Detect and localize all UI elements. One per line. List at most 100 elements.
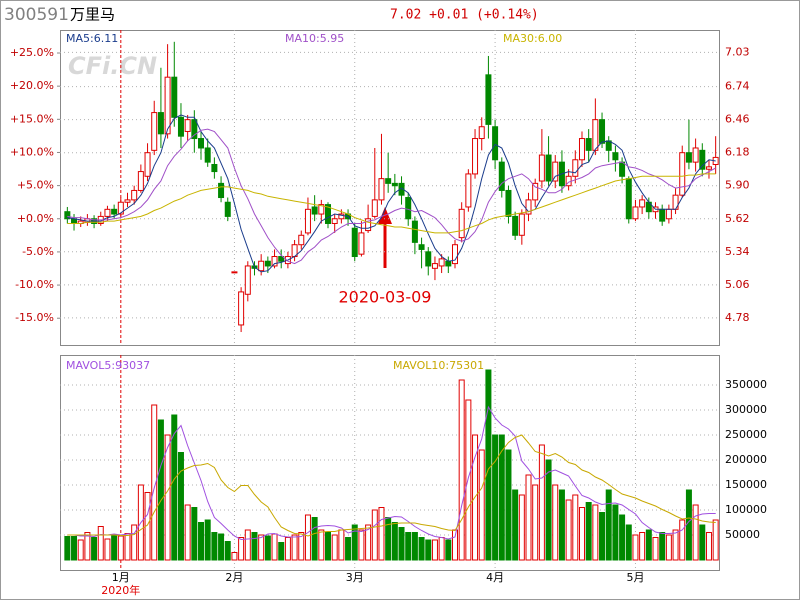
percent-tick-label: +15.0% xyxy=(10,112,54,125)
volume-bar xyxy=(345,537,352,561)
candle-body xyxy=(64,211,71,220)
candle-body xyxy=(171,76,178,118)
volume-bar xyxy=(585,502,592,561)
volume-bar xyxy=(351,524,358,561)
volume-bar xyxy=(391,522,398,561)
volume-bar xyxy=(331,534,338,561)
candle-body xyxy=(659,208,666,222)
volume-bar xyxy=(712,519,719,561)
candle-body xyxy=(572,159,579,177)
candle-body xyxy=(391,182,398,187)
volume-tick-label: 50000 xyxy=(725,528,760,541)
volume-bar xyxy=(659,532,666,561)
volume-bar xyxy=(398,527,405,561)
volume-bar xyxy=(104,538,111,561)
volume-bar xyxy=(492,434,499,561)
candle-body xyxy=(198,138,205,149)
percent-tick-label: +5.0% xyxy=(17,179,54,192)
volume-bar xyxy=(64,536,71,561)
candle-body xyxy=(478,126,485,140)
candle-body xyxy=(151,112,158,151)
candle-body xyxy=(418,244,425,250)
volume-bar xyxy=(71,536,78,561)
candle-body xyxy=(699,149,706,170)
volume-bar xyxy=(451,529,458,561)
candle-body xyxy=(117,201,124,215)
volume-bar xyxy=(445,539,452,561)
volume-bar xyxy=(198,522,205,561)
candle-body xyxy=(325,204,332,224)
candle-body xyxy=(632,206,639,220)
candle-body xyxy=(485,74,492,125)
candle-body xyxy=(405,197,412,220)
volume-bar xyxy=(418,537,425,561)
candle-body xyxy=(338,213,345,220)
price-tick-label: 5.62 xyxy=(725,212,750,225)
candle-body xyxy=(585,138,592,151)
volume-bar xyxy=(84,532,91,561)
candle-body xyxy=(271,256,278,267)
candle-body xyxy=(538,154,545,182)
candle-body xyxy=(311,206,318,215)
candle-body xyxy=(164,76,171,135)
candle-body xyxy=(592,119,599,151)
volume-bar xyxy=(645,529,652,561)
volume-bar xyxy=(625,524,632,561)
volume-bar xyxy=(485,369,492,561)
volume-bar xyxy=(97,526,104,561)
candle-body xyxy=(525,199,532,215)
volume-bar xyxy=(679,519,686,561)
volume-bar xyxy=(465,399,472,561)
volume-tick-label: 250000 xyxy=(725,428,767,441)
price-tick-label: 4.78 xyxy=(725,311,750,324)
volume-bar xyxy=(271,533,278,561)
candle-body xyxy=(124,199,131,203)
price-tick-label: 6.46 xyxy=(725,113,750,126)
volume-bar xyxy=(164,434,171,561)
volume-bar xyxy=(619,514,626,561)
price-panel xyxy=(60,30,720,346)
volume-bar xyxy=(117,535,124,561)
candle-body xyxy=(685,152,692,163)
volume-bar xyxy=(131,524,138,561)
volume-bar xyxy=(558,489,565,561)
volume-bar xyxy=(505,449,512,561)
price-tick-label: 5.06 xyxy=(725,278,750,291)
volume-tick-label: 100000 xyxy=(725,503,767,516)
volume-bar xyxy=(77,539,84,561)
volume-bar xyxy=(411,532,418,561)
candle-body xyxy=(157,112,164,135)
volume-bar xyxy=(525,474,532,561)
percent-tick-label: -15.0% xyxy=(15,311,54,324)
volume-bar xyxy=(552,484,559,561)
volume-bar xyxy=(338,529,345,561)
volume-bar xyxy=(211,532,218,561)
candle-body xyxy=(224,201,231,217)
volume-bar xyxy=(278,542,285,561)
candle-body xyxy=(465,173,472,208)
candle-body xyxy=(304,208,311,234)
volume-bar xyxy=(284,537,291,561)
volume-bar xyxy=(532,484,539,561)
candle-body xyxy=(411,220,418,243)
volume-bar xyxy=(244,529,251,561)
candle-body xyxy=(512,215,519,236)
candle-body xyxy=(264,260,271,267)
volume-bar xyxy=(705,532,712,561)
volume-bar xyxy=(692,504,699,561)
candle-body xyxy=(378,178,385,201)
ma-line xyxy=(67,434,716,537)
candle-body xyxy=(278,256,285,262)
candle-body xyxy=(619,161,626,177)
volume-bar xyxy=(512,489,519,561)
volume-tick-label: 350000 xyxy=(725,378,767,391)
candle-body xyxy=(578,138,585,161)
candle-body xyxy=(204,147,211,163)
volume-bar xyxy=(264,535,271,561)
candle-body xyxy=(298,234,305,246)
volume-bar xyxy=(405,532,412,561)
x-tick-label: 4月 xyxy=(486,571,504,584)
volume-bar xyxy=(425,539,432,561)
candle-body xyxy=(545,154,552,182)
